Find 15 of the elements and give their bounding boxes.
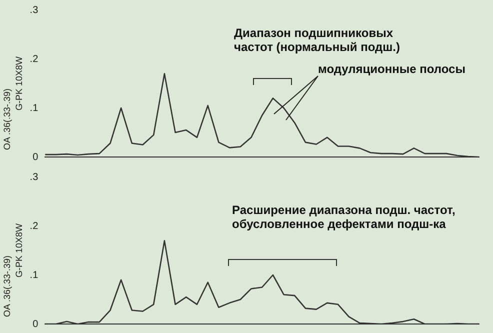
y-tick-label: 0 [32, 152, 39, 163]
y-tick-label: .2 [30, 54, 39, 65]
y-tick-label: .3 [30, 172, 39, 183]
annotation: Расширение диапазона подш. частот, обусловленное дефектами подш-ка [232, 203, 456, 231]
y-tick-label: .1 [30, 270, 39, 281]
annotation: модуляционные полосы [318, 62, 466, 76]
y-tick-label: 0 [32, 318, 39, 330]
text: OA .36(.33-.39) [2, 88, 12, 150]
y-tick-label: .1 [30, 102, 39, 114]
y-axis-title: G-PK 10X8W [14, 222, 24, 278]
text: OA .36(.33-.39) [2, 255, 12, 317]
y-axis-title: G-PK 10X8W [14, 56, 24, 111]
annotation: Диапазон подшипниковых частот (нормальный подш.) [234, 26, 401, 54]
y-tick-label: .3 [30, 4, 39, 16]
y-tick-label: .2 [30, 220, 39, 232]
